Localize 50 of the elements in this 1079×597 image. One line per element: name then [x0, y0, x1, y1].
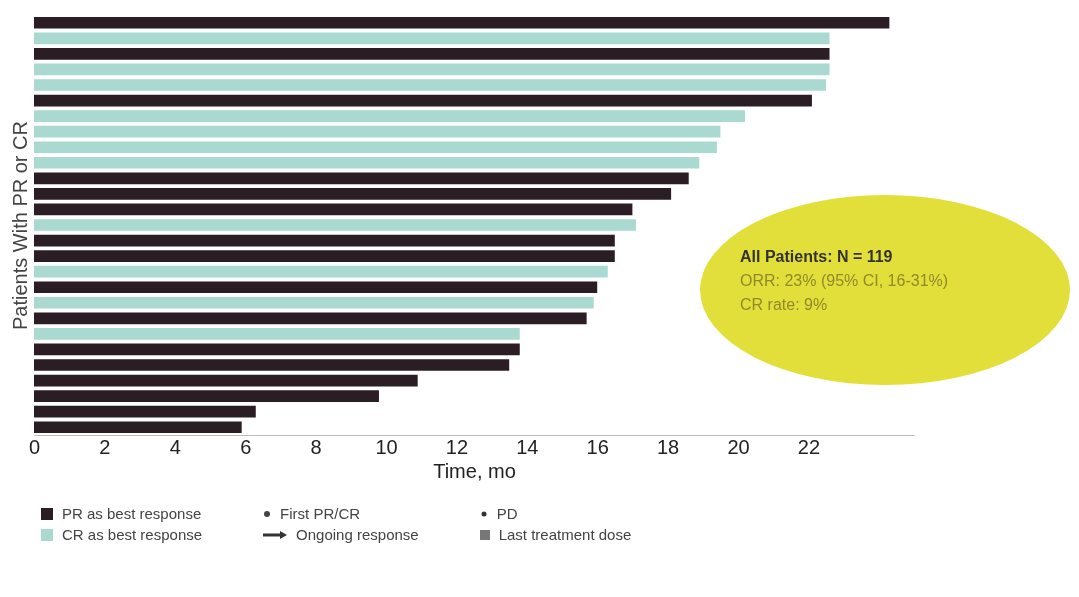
- bar: [34, 374, 418, 387]
- bar: [34, 110, 746, 122]
- x-tick-label: 2: [99, 435, 111, 458]
- text: Ongoing response: [296, 526, 419, 543]
- x-tick-label: 16: [586, 435, 609, 458]
- text: PR as best response: [62, 505, 202, 522]
- bar: [34, 234, 615, 247]
- bar: [34, 281, 598, 294]
- x-tick-label: 22: [797, 435, 821, 458]
- annotation: ORR: 23% (95% CI, 16-31%): [740, 271, 949, 291]
- bar: [34, 250, 615, 262]
- bar: [34, 203, 633, 216]
- bar: [34, 172, 689, 185]
- y-axis-title: Patients With PR or CR: [8, 121, 31, 330]
- text: First PR/CR: [280, 505, 361, 522]
- bar: [34, 141, 717, 154]
- annotation: All Patients: N = 119: [740, 247, 894, 267]
- bar: [34, 94, 812, 107]
- x-tick-label: 20: [727, 435, 750, 458]
- text: PD: [496, 505, 518, 522]
- x-tick-label: 18: [656, 435, 680, 458]
- x-tick-label: 14: [516, 435, 539, 458]
- bar: [34, 359, 510, 371]
- x-tick-label: 6: [240, 435, 252, 458]
- bar: [34, 343, 520, 356]
- bar: [34, 328, 520, 340]
- x-tick-label: 0: [28, 435, 41, 458]
- bar: [34, 156, 700, 169]
- x-tick-label: 8: [310, 435, 322, 458]
- bar: [34, 265, 608, 278]
- x-tick-label: 12: [445, 435, 469, 458]
- text: CR as best response: [62, 526, 203, 543]
- x-tick-label: 4: [169, 435, 181, 458]
- bar: [34, 125, 721, 138]
- bar: [34, 312, 587, 325]
- bar: [34, 405, 256, 418]
- bar: [34, 188, 672, 200]
- bar: [34, 48, 830, 60]
- annotation: CR rate: 9%: [740, 295, 829, 315]
- bar: [34, 79, 826, 91]
- x-axis-title: Time, mo: [433, 459, 516, 482]
- bar: [34, 390, 379, 402]
- bar: [34, 16, 890, 29]
- bar: [34, 32, 830, 45]
- x-tick-label: 10: [375, 435, 398, 458]
- bar: [34, 421, 242, 434]
- text: Last treatment dose: [498, 526, 632, 543]
- bar: [34, 63, 830, 76]
- bar: [34, 219, 636, 231]
- bar: [34, 296, 594, 309]
